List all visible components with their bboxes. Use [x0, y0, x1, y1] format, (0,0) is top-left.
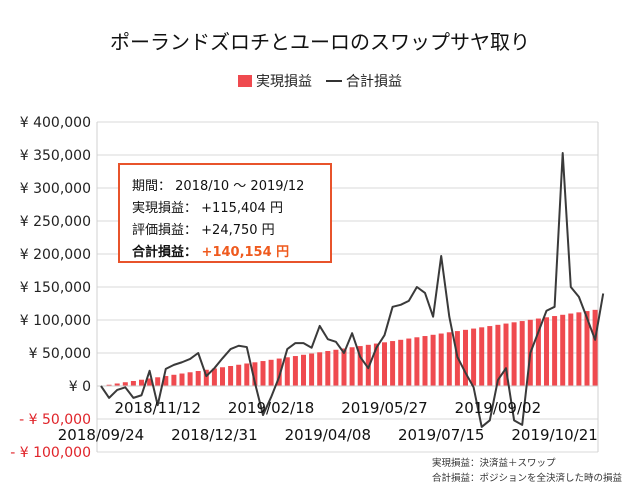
unrealized-label: 評価損益：	[132, 223, 197, 238]
x-tick-label: 2018/09/24	[58, 426, 144, 444]
bar	[220, 367, 225, 386]
y-tick-label: ¥ 250,000	[20, 214, 91, 230]
period-row: 期間： 2018/10 〜 2019/12	[132, 175, 304, 194]
bar	[479, 327, 484, 386]
y-tick-label: ¥ 100,000	[20, 313, 91, 329]
bar	[269, 360, 274, 386]
bar	[423, 336, 428, 386]
unrealized-value: +24,750 円	[201, 223, 275, 238]
bar	[261, 361, 266, 386]
bar	[568, 314, 573, 386]
note-total: 合計損益：ポジションを全決済した時の損益	[432, 470, 622, 484]
x-tick-label: 2019/04/08	[285, 426, 371, 444]
bar	[131, 381, 136, 386]
bar	[439, 334, 444, 386]
note-realized: 実現損益：決済益＋スワップ	[432, 455, 556, 469]
x-tick-label: 2018/12/31	[171, 426, 257, 444]
bar	[431, 335, 436, 386]
y-tick-label: ¥ 50,000	[29, 346, 91, 362]
x-tick-label: 2019/05/27	[341, 399, 427, 417]
bar	[544, 317, 549, 386]
y-tick-label: ¥ 400,000	[20, 115, 91, 131]
bar	[188, 372, 193, 386]
period-value: 2018/10 〜 2019/12	[175, 179, 304, 194]
y-tick-label: ¥ 350,000	[20, 148, 91, 164]
y-tick-label: ¥ 0	[69, 379, 91, 395]
bar	[139, 380, 144, 386]
x-tick-label: 2019/07/15	[398, 426, 484, 444]
period-label: 期間：	[132, 179, 171, 194]
y-tick-label: ¥ 150,000	[20, 280, 91, 296]
bar	[325, 351, 330, 386]
bar	[171, 375, 176, 386]
bar	[228, 366, 233, 386]
bar	[123, 382, 128, 386]
bar	[414, 337, 419, 386]
bar	[398, 340, 403, 386]
bar	[593, 310, 598, 386]
x-tick-label: 2019/10/21	[511, 426, 597, 444]
realized-label: 実現損益：	[132, 201, 197, 216]
realized-row: 実現損益： +115,404 円	[132, 197, 283, 216]
bar	[309, 354, 314, 386]
bar	[293, 356, 298, 386]
bar	[342, 349, 347, 386]
bar	[333, 350, 338, 386]
realized-value: +115,404 円	[201, 201, 283, 216]
bar	[512, 322, 517, 386]
bar	[487, 326, 492, 386]
total-value: +140,154 円	[202, 245, 290, 260]
y-tick-label: - ¥ 100,000	[10, 445, 91, 461]
x-tick-label: 2019/02/18	[228, 399, 314, 417]
unrealized-row: 評価損益： +24,750 円	[132, 219, 275, 238]
bar	[244, 363, 249, 386]
bar	[406, 339, 411, 386]
bar	[301, 355, 306, 386]
bar	[236, 365, 241, 386]
bar	[447, 332, 452, 386]
y-tick-label: ¥ 200,000	[20, 247, 91, 263]
x-tick-label: 2019/09/02	[455, 399, 541, 417]
bar	[560, 315, 565, 386]
bar	[155, 377, 160, 386]
bar	[552, 316, 557, 386]
bar	[390, 341, 395, 386]
bar	[471, 329, 476, 386]
y-tick-label: ¥ 300,000	[20, 181, 91, 197]
bar	[180, 374, 185, 386]
bar	[317, 352, 322, 386]
bar	[576, 312, 581, 386]
bar	[520, 321, 525, 386]
bar	[350, 347, 355, 386]
bar	[285, 357, 290, 386]
bar	[196, 371, 201, 386]
x-tick-label: 2018/11/12	[114, 399, 200, 417]
bar	[382, 342, 387, 386]
summary-box: 期間： 2018/10 〜 2019/12 実現損益： +115,404 円 評…	[118, 163, 332, 263]
total-label: 合計損益：	[132, 245, 197, 260]
total-row: 合計損益： +140,154 円	[132, 241, 289, 260]
